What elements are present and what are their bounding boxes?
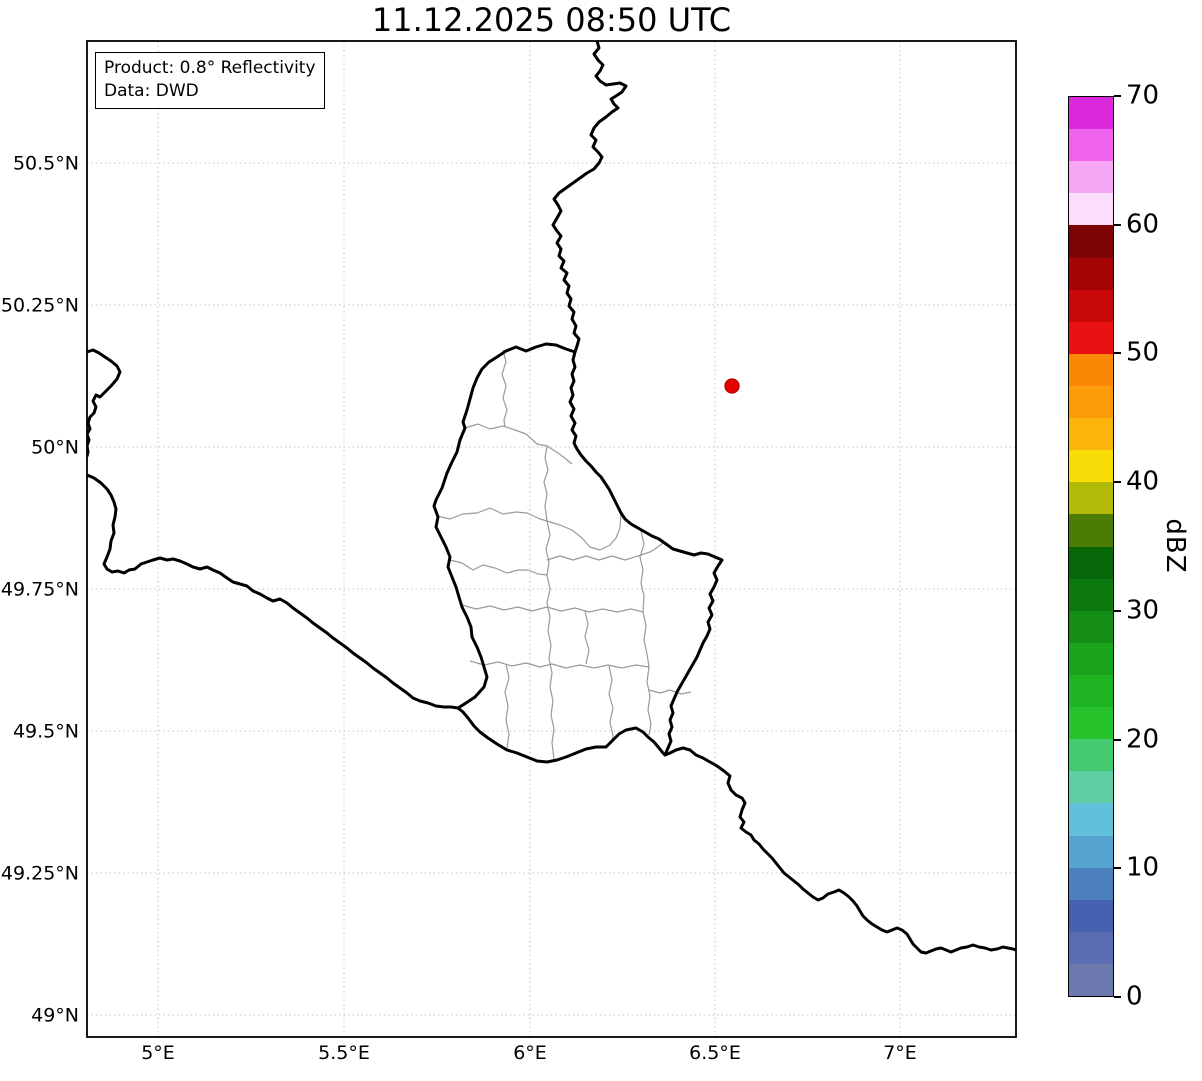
latitude-tick-label: 50°N: [31, 437, 79, 459]
plot-title: 11.12.2025 08:50 UTC: [371, 1, 732, 39]
longitude-tick-label: 7°E: [883, 1042, 917, 1064]
colorbar-segment: [1069, 803, 1113, 836]
colorbar-segment: [1069, 578, 1113, 611]
colorbar-tick-label: 60: [1126, 209, 1160, 240]
colorbar-segment: [1069, 610, 1113, 643]
colorbar-segment: [1069, 385, 1113, 419]
colorbar-segment: [1069, 546, 1113, 579]
data-source-line: Data: DWD: [104, 81, 199, 101]
colorbar-tick-mark: [1114, 738, 1121, 741]
canton-border-line: [642, 611, 652, 736]
colorbar-segment: [1069, 514, 1113, 547]
axis-labels: 5°E 5.5°E 6°E 6.5°E 7°E 50.5°N 50.25°N 50°N 49.7…: [1, 153, 917, 1065]
colorbar-segment: [1069, 321, 1113, 354]
colorbar: 0 10 20 30 40 50 60 70: [1068, 82, 1202, 1009]
colorbar-segment: [1069, 418, 1113, 451]
colorbar-segment: [1069, 97, 1113, 130]
map-borders: [87, 41, 1016, 955]
canton-border-line: [501, 349, 508, 428]
canton-border-line: [543, 445, 549, 522]
france-belgium-border: [87, 473, 460, 710]
longitude-tick-label: 6.5°E: [689, 1042, 741, 1064]
longitude-tick-label: 5°E: [141, 1042, 175, 1064]
colorbar-segment: [1069, 353, 1113, 386]
colorbar-tick-mark: [1114, 223, 1121, 226]
canton-border-line: [648, 689, 692, 695]
canton-border-line: [469, 660, 650, 669]
colorbar-tick-mark: [1114, 609, 1121, 612]
map-frame: [86, 40, 1017, 1038]
latitude-tick-label: 50.25°N: [1, 295, 79, 317]
colorbar-tick-mark: [1114, 867, 1121, 870]
belgium-germany-border: [551, 41, 628, 354]
canton-border-line: [545, 520, 555, 760]
colorbar-tick-label: 20: [1126, 724, 1160, 755]
colorbar-tick-mark: [1114, 95, 1121, 97]
canton-border-line: [449, 559, 548, 576]
latitude-tick-label: 49°N: [31, 1005, 79, 1027]
luxembourg-outline: [432, 342, 724, 764]
latitude-tick-label: 49.5°N: [13, 721, 79, 743]
colorbar-tick-mark: [1114, 352, 1121, 355]
colorbar-tick-label: 30: [1126, 595, 1160, 626]
colorbar-segment: [1069, 835, 1113, 868]
france-belgium-salient: [87, 348, 122, 458]
colorbar-segment: [1069, 225, 1113, 258]
canton-border-line: [608, 665, 614, 745]
colorbar-tick-label: 0: [1126, 981, 1143, 1012]
longitude-tick-label: 5.5°E: [318, 1042, 370, 1064]
latitude-tick-label: 49.25°N: [1, 863, 79, 885]
colorbar-tick-label: 10: [1126, 852, 1160, 883]
colorbar-segment: [1069, 867, 1113, 900]
colorbar-segment: [1069, 771, 1113, 804]
colorbar-segment: [1069, 739, 1113, 772]
colorbar-segment: [1069, 963, 1113, 997]
radar-location-marker: [724, 378, 740, 394]
canton-border-line: [584, 610, 590, 665]
product-info-box: Product: 0.8° Reflectivity Data: DWD: [95, 52, 325, 109]
colorbar-unit-label: dBZ: [1160, 518, 1190, 574]
colorbar-tick-label: 40: [1126, 466, 1160, 497]
canton-border-line: [504, 663, 510, 749]
colorbar-segment: [1069, 899, 1113, 932]
colorbar-segment: [1069, 129, 1113, 162]
colorbar-tick-mark: [1114, 481, 1121, 484]
gridlines: [87, 41, 1016, 1037]
colorbar-gradient: [1068, 96, 1114, 997]
latitude-tick-label: 49.75°N: [1, 579, 79, 601]
canton-border-line: [436, 507, 622, 551]
colorbar-segment: [1069, 482, 1113, 515]
colorbar-segment: [1069, 161, 1113, 194]
canton-border-line: [461, 604, 644, 613]
colorbar-tick-mark: [1114, 996, 1121, 998]
colorbar-segment: [1069, 707, 1113, 740]
canton-border-line: [546, 542, 664, 561]
product-info-line: Product: 0.8° Reflectivity: [104, 58, 316, 78]
latitude-tick-label: 50.5°N: [13, 153, 79, 175]
colorbar-segment: [1069, 289, 1113, 322]
longitude-tick-label: 6°E: [513, 1042, 547, 1064]
canton-border-line: [464, 423, 573, 465]
canton-border-line: [639, 530, 645, 613]
colorbar-segment: [1069, 193, 1113, 226]
colorbar-segment: [1069, 674, 1113, 708]
france-germany-border: [663, 746, 1016, 955]
colorbar-segment: [1069, 450, 1113, 483]
colorbar-tick-label: 70: [1126, 80, 1160, 111]
colorbar-segment: [1069, 931, 1113, 964]
colorbar-tick-label: 50: [1126, 337, 1160, 368]
colorbar-segment: [1069, 642, 1113, 675]
colorbar-segment: [1069, 257, 1113, 290]
